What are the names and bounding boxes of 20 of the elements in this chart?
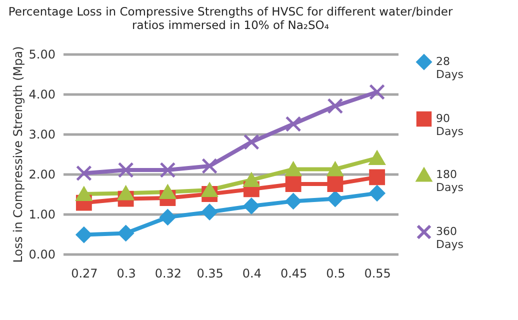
x-tick-label: 0.32 xyxy=(154,266,182,280)
x-tick-label: 0.4 xyxy=(242,266,262,280)
y-tick-label: 3.00 xyxy=(28,128,56,142)
chart-title: Percentage Loss in Compressive Strengths of HVSC for different water/binder ratios immersed in 10% of Na₂SO₄ xyxy=(8,4,453,32)
x-tick-label: 0.5 xyxy=(326,266,346,280)
x-tick-label: 0.55 xyxy=(364,266,391,280)
y-tick-label: 2.00 xyxy=(28,168,56,182)
x-tick-label: 0.35 xyxy=(196,266,224,280)
y-tick-label: 1.00 xyxy=(28,208,56,222)
x-tick-label: 0.45 xyxy=(280,266,308,280)
y-tick-label: 4.00 xyxy=(28,88,56,102)
legend-label: 28 Days xyxy=(436,55,464,81)
y-axis-title: Loss in Compressive Strength (Mpa) xyxy=(10,46,25,263)
legend-label: 180 Days xyxy=(436,168,464,194)
legend-label: 90 Days xyxy=(436,112,464,138)
x-tick-label: 0.3 xyxy=(116,266,136,280)
legend-label: 360 Days xyxy=(436,225,464,251)
x-tick-label: 0.27 xyxy=(71,266,98,280)
y-tick-label: 0.00 xyxy=(28,248,56,262)
y-tick-label: 5.00 xyxy=(28,48,56,62)
